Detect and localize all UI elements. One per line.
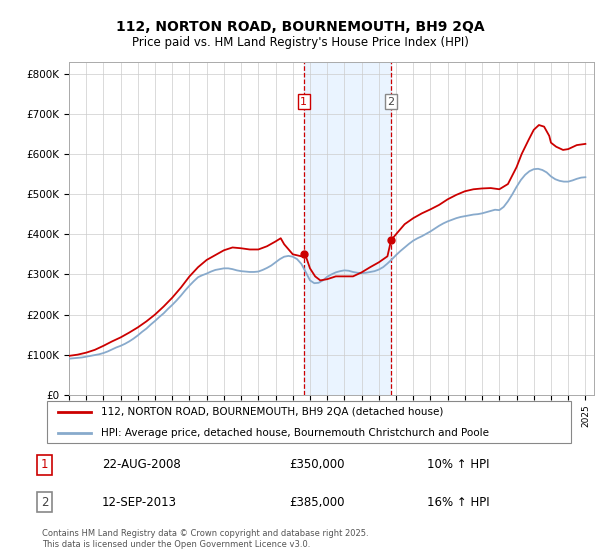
Bar xyxy=(304,62,391,395)
FancyBboxPatch shape xyxy=(47,401,571,444)
Text: HPI: Average price, detached house, Bournemouth Christchurch and Poole: HPI: Average price, detached house, Bour… xyxy=(101,428,490,438)
Text: 112, NORTON ROAD, BOURNEMOUTH, BH9 2QA: 112, NORTON ROAD, BOURNEMOUTH, BH9 2QA xyxy=(116,20,484,34)
Text: 22-AUG-2008: 22-AUG-2008 xyxy=(102,458,181,471)
Text: 1: 1 xyxy=(41,458,49,471)
Text: 10% ↑ HPI: 10% ↑ HPI xyxy=(427,458,490,471)
Text: 2: 2 xyxy=(388,96,395,106)
Text: 2: 2 xyxy=(41,496,49,509)
Text: Contains HM Land Registry data © Crown copyright and database right 2025.
This d: Contains HM Land Registry data © Crown c… xyxy=(42,529,368,549)
Text: 16% ↑ HPI: 16% ↑ HPI xyxy=(427,496,490,509)
Text: 112, NORTON ROAD, BOURNEMOUTH, BH9 2QA (detached house): 112, NORTON ROAD, BOURNEMOUTH, BH9 2QA (… xyxy=(101,407,444,417)
Text: £385,000: £385,000 xyxy=(289,496,345,509)
Text: 1: 1 xyxy=(300,96,307,106)
Text: 12-SEP-2013: 12-SEP-2013 xyxy=(102,496,177,509)
Text: Price paid vs. HM Land Registry's House Price Index (HPI): Price paid vs. HM Land Registry's House … xyxy=(131,36,469,49)
Text: £350,000: £350,000 xyxy=(289,458,345,471)
